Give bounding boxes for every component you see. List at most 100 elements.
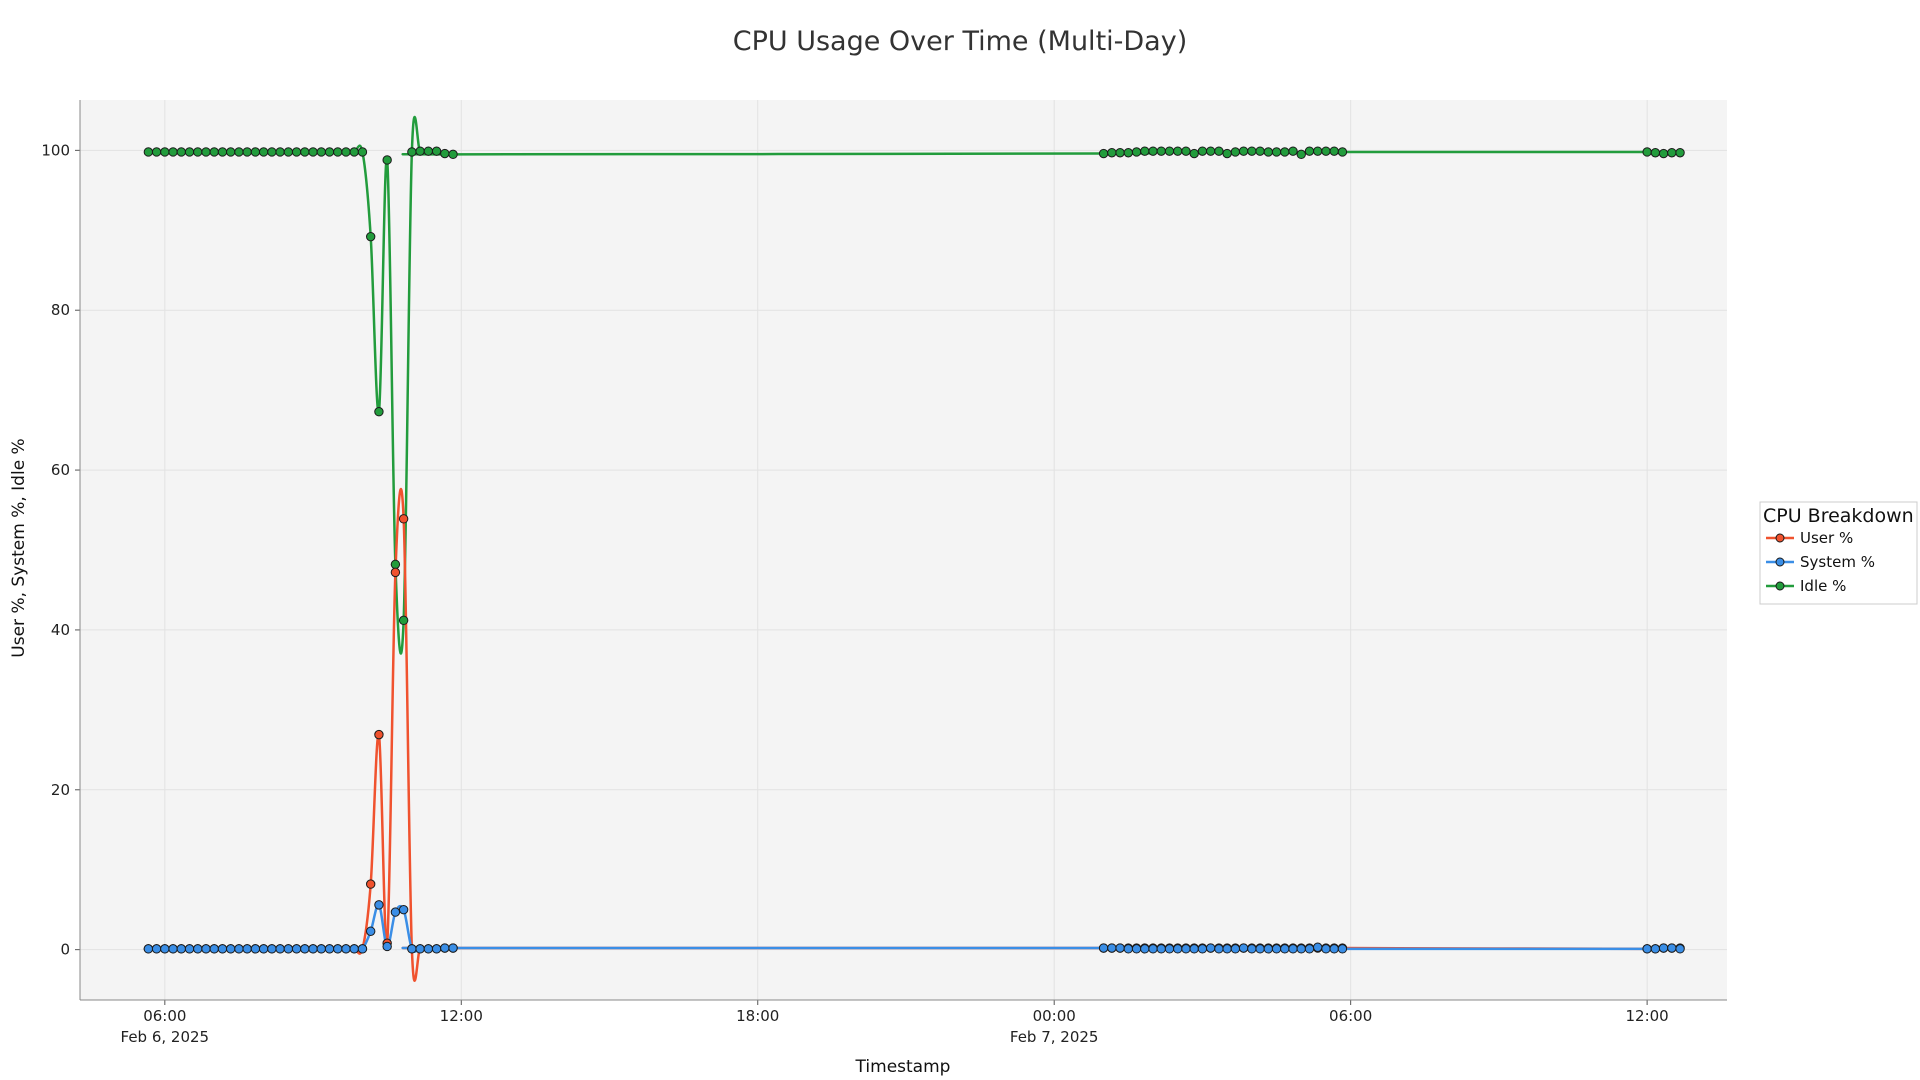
data-point-system [1205, 943, 1216, 953]
data-point-idle [448, 149, 458, 160]
data-point-system [1123, 944, 1134, 954]
data-point-system [1164, 944, 1175, 954]
legend-items: User % System % Idle % [1766, 529, 1875, 595]
data-point-idle [341, 147, 351, 157]
data-point-system [242, 944, 252, 954]
data-point-idle [1329, 146, 1339, 156]
data-point-system [300, 944, 310, 954]
marker-layer [143, 146, 1685, 954]
data-point-idle [1181, 146, 1191, 156]
data-point-idle [1222, 148, 1232, 159]
data-point-system [1115, 943, 1125, 953]
data-point-idle [365, 231, 376, 242]
data-point-system [168, 944, 178, 954]
data-point-system [1667, 943, 1677, 953]
data-point-idle [415, 146, 425, 156]
data-point-idle [1131, 147, 1142, 157]
data-point-idle [267, 147, 277, 157]
data-point-idle [209, 147, 219, 157]
data-point-user [374, 729, 384, 740]
data-point-idle [1288, 146, 1298, 156]
data-point-system [365, 926, 376, 936]
data-point-system [398, 904, 409, 915]
data-point-idle [440, 148, 450, 159]
data-point-system [423, 944, 434, 954]
data-point-system [1263, 944, 1274, 954]
data-point-idle [1123, 148, 1134, 158]
data-point-system [1247, 944, 1257, 954]
data-point-system [1650, 944, 1661, 954]
data-point-idle [333, 147, 343, 157]
data-point-idle [1148, 146, 1158, 156]
data-point-system [1337, 944, 1348, 954]
data-point-idle [283, 147, 294, 157]
data-point-system [1329, 944, 1339, 954]
data-point-system [217, 944, 228, 954]
data-point-system [407, 944, 417, 954]
data-point-idle [1296, 149, 1306, 160]
data-point-idle [1230, 147, 1241, 157]
data-point-system [184, 944, 195, 954]
data-point-system [440, 943, 450, 953]
data-point-idle [357, 147, 368, 157]
data-point-system [415, 944, 425, 954]
data-point-idle [275, 147, 285, 157]
data-point-idle [407, 147, 417, 157]
data-point-idle [1667, 148, 1677, 158]
y-tick-label: 100 [41, 141, 70, 159]
data-point-system [275, 944, 285, 954]
data-point-system [316, 944, 326, 954]
data-point-system [1255, 944, 1265, 954]
data-point-system [1107, 943, 1117, 953]
data-point-idle [143, 147, 154, 157]
legend-label: Idle % [1800, 577, 1846, 595]
data-point-system [267, 944, 277, 954]
legend-title: CPU Breakdown [1763, 505, 1914, 527]
data-point-system [143, 944, 154, 954]
data-point-system [1181, 944, 1191, 954]
legend-swatch-marker [1775, 557, 1785, 567]
data-point-system [390, 907, 401, 917]
data-point-system [308, 944, 318, 954]
data-point-idle [1238, 146, 1249, 156]
data-point-system [176, 944, 186, 954]
data-point-idle [1098, 148, 1109, 159]
data-point-idle [1650, 148, 1661, 158]
data-point-idle [168, 147, 178, 157]
legend-label: System % [1800, 553, 1875, 571]
data-point-idle [160, 147, 170, 157]
data-point-idle [1115, 148, 1125, 158]
data-point-idle [300, 147, 310, 157]
data-point-system [382, 941, 392, 952]
data-point-idle [431, 146, 442, 156]
data-point-idle [1156, 146, 1166, 156]
data-point-user [398, 514, 409, 524]
data-point-system [1238, 943, 1249, 953]
data-point-idle [374, 407, 384, 417]
data-point-system [324, 944, 335, 954]
x-tick-label: 12:00 [1626, 1007, 1669, 1025]
y-axis-title: User %, System %, Idle % [9, 438, 29, 657]
data-point-system [1131, 944, 1142, 954]
legend-item-user: User % [1766, 529, 1853, 547]
data-point-idle [1197, 146, 1208, 156]
data-point-system [1271, 944, 1282, 954]
x-tick-label: Feb 7, 2025 [1010, 1028, 1099, 1046]
data-point-idle [1313, 146, 1323, 156]
data-point-idle [1255, 146, 1265, 156]
data-point-idle [1214, 146, 1224, 156]
y-tick-label: 20 [51, 781, 70, 799]
x-tick-label: 06:00 [143, 1007, 186, 1025]
data-point-system [431, 944, 442, 954]
data-point-system [448, 943, 458, 953]
legend-item-system: System % [1766, 553, 1875, 571]
data-point-system [1321, 944, 1331, 954]
data-point-idle [1271, 147, 1282, 157]
data-point-idle [258, 147, 269, 157]
chart-title: CPU Usage Over Time (Multi-Day) [733, 26, 1188, 57]
data-point-idle [324, 147, 335, 157]
data-point-idle [1675, 148, 1685, 158]
legend-item-idle: Idle % [1766, 577, 1846, 595]
